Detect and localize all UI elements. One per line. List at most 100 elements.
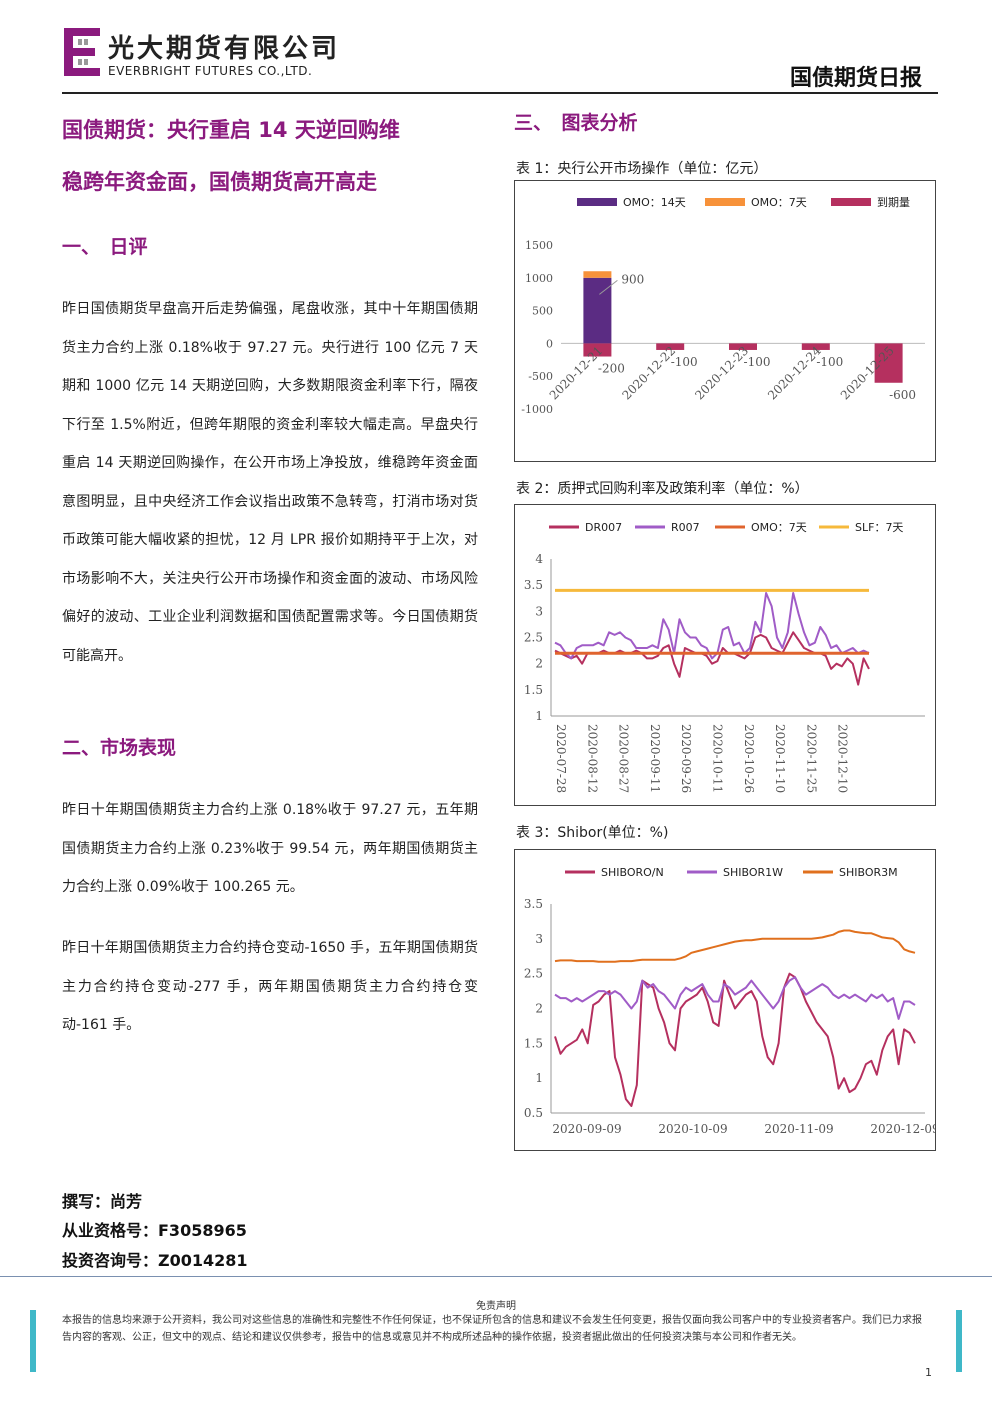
x-tick-label: 2020-10-26 [742, 724, 756, 793]
figure-2-title: 表 2：质押式回购利率及政策利率（单位：%） [516, 481, 809, 497]
y-tick-label: 2.5 [524, 631, 543, 645]
repo-rate-line-chart-svg: DR007 R007 OMO：7天 SLF：7天 4 3.5 3 2.5 2 1.5 1 2020-0… [524, 521, 925, 793]
legend-label: DR007 [585, 521, 622, 534]
y-tick-label: 500 [532, 305, 553, 318]
y-tick-label: 0.5 [524, 1106, 543, 1120]
disclaimer-title: 免责声明 [476, 1301, 516, 1312]
annotation-leader [599, 279, 618, 295]
section-1-paragraph: 昨日国债期货早盘高开后走势偏强，尾盘收涨，其中十年期国债期货主力合约上涨 0.1… [62, 301, 478, 664]
section-2-paragraph-1: 昨日十年期国债期货主力合约上涨 0.18%收于 97.27 元，五年期国债期货主… [62, 802, 478, 895]
section-2-title: 二、市场表现 [62, 737, 177, 759]
legend-label: SLF：7天 [855, 521, 903, 534]
shibor-line-chart-svg: SHIBORO/N SHIBOR1W SHIBOR3M 3.5 3 2.5 2 1.5 1 0.5… [524, 866, 935, 1136]
y-tick-label: 3.5 [524, 897, 543, 911]
legend-label: OMO：7天 [751, 521, 807, 534]
figure-1-title: 表 1：央行公开市场操作（单位：亿元） [516, 161, 768, 177]
y-tick-label: 3 [535, 604, 543, 618]
bar [583, 343, 612, 357]
legend-label: R007 [671, 521, 700, 534]
legend-label: OMO：14天 [623, 196, 686, 209]
headline: 国债期货：央行重启 14 天逆回购维 稳跨年资金面，国债期货高开高走 [62, 104, 492, 208]
legend-label: SHIBORO/N [601, 866, 664, 879]
y-tick-label: 1 [535, 709, 543, 723]
y-tick-label: 2 [535, 1002, 543, 1016]
footer-divider [0, 1276, 992, 1277]
x-tick-label: 2020-12-24 [765, 343, 824, 402]
page-number: 1 [925, 1366, 932, 1379]
section-2-paragraph-2: 昨日十年期国债期货主力合约持仓变动-1650 手，五年期国债期货主力合约持仓变动… [62, 940, 478, 1033]
company-name-cn: 光大期货有限公司 [108, 34, 341, 64]
legend-swatch [577, 198, 617, 206]
bar [729, 343, 757, 350]
repo-rate-line-chart: DR007 R007 OMO：7天 SLF：7天 4 3.5 3 2.5 2 1.5 1 2020-0… [514, 504, 936, 806]
legend-label: 到期量 [877, 196, 910, 209]
y-tick-label: 3.5 [524, 578, 543, 592]
figure-3-title: 表 3：Shibor(单位：%) [516, 825, 669, 841]
omo-bar-chart: OMO：14天 OMO：7天 到期量 1500 1000 500 0 -500 -1000 -20… [514, 180, 936, 462]
data-label: -100 [744, 355, 771, 369]
data-label: -200 [598, 362, 625, 376]
x-tick-label: 2020-12-23 [692, 344, 751, 403]
x-tick-label: 2020-08-12 [585, 724, 599, 793]
section-3-title: 三、 图表分析 [514, 112, 638, 134]
legend-label: SHIBOR3M [839, 866, 898, 879]
bar [583, 277, 612, 344]
data-label: -100 [816, 355, 843, 369]
company-logo [64, 28, 100, 76]
data-label: -600 [889, 388, 916, 402]
annotation-label: 900 [621, 272, 644, 286]
y-tick-label: -1000 [521, 403, 553, 416]
x-tick-label: 2020-10-11 [711, 724, 725, 793]
author-consult-id: 投资咨询号：Z0014281 [62, 1251, 248, 1270]
series-line [554, 592, 870, 660]
x-tick-label: 2020-10-09 [658, 1122, 727, 1136]
legend-swatch [705, 198, 745, 206]
x-tick-label: 2020-12-21 [547, 344, 606, 403]
x-tick-label: 2020-11-10 [773, 724, 787, 793]
disclaimer-text: 本报告的信息均来源于公开资料，我公司对这些信息的准确性和完整性不作任何保证，也不… [62, 1315, 922, 1343]
x-tick-label: 2020-07-28 [554, 724, 568, 793]
author-name: 撰写：尚芳 [62, 1192, 143, 1211]
y-tick-label: 1500 [525, 239, 553, 252]
y-tick-label: 1.5 [524, 1036, 543, 1050]
x-tick-label: 2020-12-22 [619, 344, 678, 403]
omo-bar-chart-svg: OMO：14天 OMO：7天 到期量 1500 1000 500 0 -500 -1000 -20… [521, 196, 925, 416]
y-tick-label: -500 [528, 370, 553, 383]
y-tick-label: 1 [535, 1071, 543, 1085]
y-tick-label: 4 [535, 552, 543, 566]
y-tick-label: 1.5 [524, 683, 543, 697]
x-tick-label: 2020-11-25 [804, 724, 818, 793]
series-line [554, 972, 916, 1107]
header-divider [62, 92, 938, 94]
x-tick-label: 2020-08-27 [617, 724, 631, 793]
headline-line-1: 国债期货：央行重启 14 天逆回购维 [62, 118, 400, 142]
footer-right-accent [956, 1310, 962, 1372]
y-tick-label: 0 [546, 337, 553, 350]
author-license: 从业资格号：F3058965 [62, 1221, 247, 1240]
report-name: 国债期货日报 [789, 66, 922, 91]
footer-left-accent [30, 1310, 36, 1372]
legend-label: OMO：7天 [751, 196, 807, 209]
bar [874, 343, 903, 383]
x-tick-label: 2020-09-26 [679, 724, 693, 793]
y-tick-label: 2.5 [524, 967, 543, 981]
bar [656, 343, 685, 350]
series-line [554, 976, 916, 1020]
x-tick-label: 2020-11-09 [764, 1122, 833, 1136]
x-tick-label: 2020-12-09 [870, 1122, 935, 1136]
section-1-title: 一、 日评 [62, 236, 148, 258]
company-name-en: EVERBRIGHT FUTURES CO.,LTD. [108, 64, 313, 78]
x-tick-label: 2020-12-10 [836, 724, 850, 793]
data-label: -100 [671, 355, 698, 369]
y-tick-label: 2 [535, 657, 543, 671]
legend-label: SHIBOR1W [723, 866, 783, 879]
series-line [554, 929, 916, 963]
y-tick-label: 1000 [525, 272, 553, 285]
shibor-line-chart: SHIBORO/N SHIBOR1W SHIBOR3M 3.5 3 2.5 2 1.5 1 0.5… [514, 849, 936, 1151]
x-tick-label: 2020-09-09 [552, 1122, 621, 1136]
x-tick-label: 2020-09-11 [648, 724, 662, 793]
bar [801, 343, 830, 350]
y-tick-label: 3 [535, 932, 543, 946]
bar [583, 271, 612, 278]
legend-swatch [831, 198, 871, 206]
